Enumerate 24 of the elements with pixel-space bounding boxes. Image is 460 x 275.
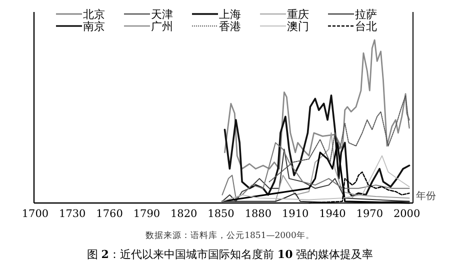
x-tick-label: 1850: [208, 208, 234, 220]
x-tick-label: 1760: [96, 208, 123, 220]
x-tick-label: 1910: [282, 208, 309, 220]
legend-label: 重庆: [287, 8, 309, 21]
x-axis-title: 年份: [416, 190, 436, 202]
legend-label: 广州: [151, 20, 173, 33]
x-tick-label: 1790: [133, 208, 160, 220]
text: 图 2：近代以来中国城市国际知名度前 10 强的媒体提及率: [86, 248, 374, 261]
legend-label: 香港: [219, 20, 241, 33]
x-tick-label: 1700: [22, 208, 49, 220]
legend-label: 台北: [355, 20, 377, 33]
legend-label: 北京: [83, 8, 105, 21]
legend-label: 澳门: [287, 20, 309, 33]
legend-label: 天津: [151, 8, 173, 21]
legend-label: 南京: [83, 20, 105, 33]
x-tick-label: 1940: [319, 208, 346, 220]
legend-label: 上海: [219, 8, 241, 21]
legend-label: 拉萨: [355, 8, 377, 21]
source-note: 数据来源：语料库，公元1851—2000年。: [146, 230, 314, 241]
x-tick-label: 1970: [356, 208, 384, 220]
x-tick-label: 1730: [59, 208, 86, 220]
x-tick-label: 1880: [244, 208, 272, 220]
x-tick-label: 1820: [170, 208, 198, 220]
x-tick-label: 2000: [393, 208, 420, 220]
